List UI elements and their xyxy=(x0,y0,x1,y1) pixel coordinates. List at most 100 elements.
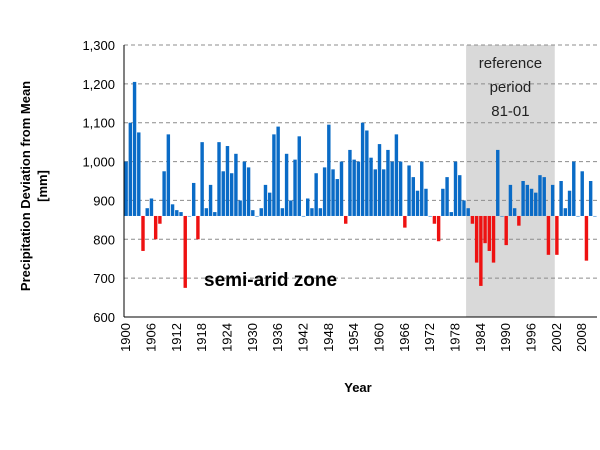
bar-1960 xyxy=(377,144,382,216)
bar-1976 xyxy=(445,177,449,216)
bar-1978 xyxy=(453,161,458,216)
bar-1999 xyxy=(542,177,546,216)
x-tick-label: 1924 xyxy=(219,323,234,352)
bar-2001 xyxy=(550,184,555,216)
bar-1928 xyxy=(242,161,247,216)
bar-1989 xyxy=(500,215,504,217)
x-axis: 1900 1906 1912 1918 1924 1930 1936 1942 1948 1954… xyxy=(118,316,597,352)
y-tick-label: 700 xyxy=(93,271,115,286)
bar-1925 xyxy=(229,173,234,216)
bar-1905 xyxy=(145,208,149,216)
reference-period-label-line-3: 81-01 xyxy=(491,103,529,120)
bar-1973 xyxy=(432,215,437,224)
bar-1981 xyxy=(466,208,470,216)
bar-1969 xyxy=(415,190,420,216)
bar-1927 xyxy=(238,200,242,216)
bar-1906 xyxy=(149,198,154,216)
bar-1933 xyxy=(263,184,268,216)
x-tick-label: 1900 xyxy=(118,323,133,352)
x-tick-label: 1906 xyxy=(143,323,158,352)
bar-2008 xyxy=(580,171,584,216)
bar-1953 xyxy=(348,149,352,216)
bar-1967 xyxy=(407,165,411,216)
bar-1985 xyxy=(483,215,487,244)
bar-1945 xyxy=(314,173,318,216)
bar-1920 xyxy=(208,184,213,216)
bar-1940 xyxy=(293,159,297,216)
y-tick-label: 900 xyxy=(93,193,115,208)
bar-1957 xyxy=(365,130,369,216)
bar-1963 xyxy=(390,161,394,216)
x-tick-label: 1918 xyxy=(194,323,209,352)
bar-1987 xyxy=(491,215,496,263)
bar-1909 xyxy=(162,171,166,216)
bar-1962 xyxy=(386,149,390,216)
bar-1947 xyxy=(322,167,327,216)
zone-annotation: semi-arid zone xyxy=(204,270,337,291)
bar-2011 xyxy=(593,215,597,217)
bar-1992 xyxy=(512,208,517,216)
bar-1938 xyxy=(284,153,289,216)
bar-1903 xyxy=(137,132,141,216)
bar-1998 xyxy=(538,175,542,216)
bar-1996 xyxy=(529,188,534,216)
bar-1994 xyxy=(521,181,525,216)
bar-1944 xyxy=(310,208,314,216)
bar-1939 xyxy=(289,200,293,216)
x-tick-label: 1912 xyxy=(169,323,184,352)
bar-1921 xyxy=(213,212,217,216)
bar-1993 xyxy=(517,215,521,226)
x-tick-label: 1996 xyxy=(524,323,539,352)
y-axis-title-line-2: [mm] xyxy=(35,170,50,202)
x-tick-label: 1936 xyxy=(270,323,285,352)
bar-1977 xyxy=(449,212,454,216)
bar-1908 xyxy=(158,215,162,224)
bar-1950 xyxy=(335,179,339,216)
bar-1910 xyxy=(166,134,171,216)
x-tick-label: 1972 xyxy=(422,323,437,352)
x-tick-label: 1948 xyxy=(321,323,336,352)
y-tick-label: 600 xyxy=(93,310,115,325)
bar-1968 xyxy=(411,177,416,216)
bar-1974 xyxy=(436,215,441,242)
bar-1986 xyxy=(487,215,492,251)
bar-1934 xyxy=(267,192,272,216)
bar-1907 xyxy=(153,215,158,240)
x-axis-title: Year xyxy=(344,380,371,395)
bar-1926 xyxy=(234,153,238,216)
bar-1955 xyxy=(356,161,361,216)
bar-1970 xyxy=(420,161,424,216)
bar-2010 xyxy=(588,181,593,216)
y-tick-label: 800 xyxy=(93,232,115,247)
bar-1959 xyxy=(373,169,377,216)
bar-1946 xyxy=(318,208,323,216)
bar-1935 xyxy=(272,134,276,216)
bar-1917 xyxy=(196,215,200,240)
bar-1995 xyxy=(525,184,530,216)
bar-1958 xyxy=(369,157,373,216)
bar-1990 xyxy=(504,215,508,246)
bar-1961 xyxy=(382,169,386,216)
bar-1943 xyxy=(305,198,310,216)
bar-1949 xyxy=(331,169,335,216)
bar-1902 xyxy=(132,81,137,216)
bar-1930 xyxy=(251,210,255,216)
bar-1979 xyxy=(458,175,462,216)
x-tick-label: 1960 xyxy=(372,323,387,352)
bar-1901 xyxy=(128,122,133,216)
bar-1913 xyxy=(179,212,183,216)
bar-2009 xyxy=(584,215,589,261)
y-axis: 600 700 800 900 1,000 1,100 1,200 1,300 xyxy=(82,38,125,325)
bar-1982 xyxy=(470,215,475,224)
reference-period-label-line-1: reference xyxy=(479,55,542,72)
bar-2000 xyxy=(546,215,551,255)
bar-1997 xyxy=(534,192,538,216)
bar-2006 xyxy=(572,161,576,216)
x-tick-label: 1942 xyxy=(295,323,310,352)
x-tick-label: 1984 xyxy=(473,323,488,352)
bar-2007 xyxy=(576,215,580,217)
bar-1991 xyxy=(508,184,513,216)
bar-1904 xyxy=(141,215,145,251)
x-tick-label: 1978 xyxy=(448,323,463,352)
